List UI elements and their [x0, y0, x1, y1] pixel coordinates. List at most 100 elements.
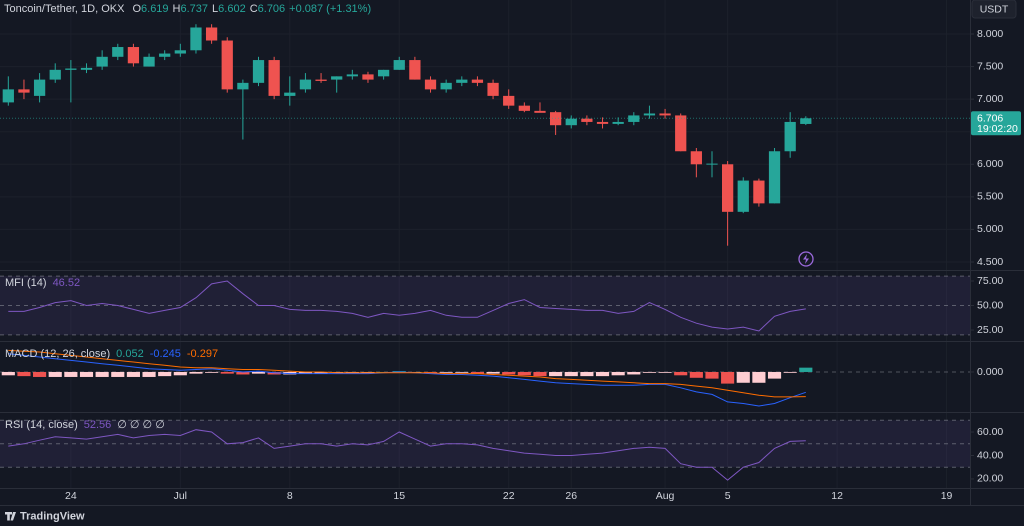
change: +0.087 (+1.31%) — [289, 3, 371, 15]
legend: Toncoin/Tether, 1D, OKX O6.619 H6.737 L6.60… — [4, 3, 371, 15]
ohlc-label: C — [250, 3, 258, 15]
ohlc-label: H — [173, 3, 181, 15]
indicator-legend: MFI (14) 46.52 — [5, 277, 80, 289]
histogram-bar — [408, 371, 422, 373]
histogram-bar — [721, 371, 735, 384]
candle-body — [221, 40, 233, 90]
candle-body — [721, 164, 734, 212]
candle-body — [471, 79, 484, 83]
histogram-bar — [689, 371, 703, 378]
candle-body — [487, 82, 499, 96]
y-tick-label: 60.00 — [977, 426, 1003, 438]
histogram-bar — [48, 371, 62, 377]
histogram-bar — [533, 371, 547, 377]
candle-body — [18, 89, 30, 93]
brand[interactable]: TradingView — [20, 510, 85, 522]
histogram-bar — [173, 371, 187, 376]
candle-body — [409, 60, 421, 80]
histogram-bar — [79, 371, 94, 377]
histogram-bar — [486, 371, 500, 374]
histogram-bar — [377, 371, 391, 373]
histogram-bar — [314, 371, 328, 374]
candle-body — [65, 68, 77, 70]
histogram-bar — [580, 371, 594, 377]
y-tick-label: 0.000 — [977, 366, 1003, 378]
candle-body — [581, 118, 593, 122]
histogram-bar — [549, 371, 563, 377]
labels: USDT TradingView 24 Jul 8 15 22 26 Aug 5 12 19 8.0… — [4, 0, 1021, 522]
indicator-title: MFI (14) — [5, 277, 47, 289]
candle-body — [534, 110, 546, 113]
x-tick-label: 22 — [503, 490, 515, 502]
candle-body — [237, 82, 249, 90]
histogram-bar — [439, 371, 453, 373]
indicator-value: 52.56 — [84, 419, 112, 431]
y-tick-label: 6.000 — [977, 158, 1003, 170]
candle-body — [299, 79, 312, 90]
candle-body — [252, 60, 265, 83]
candle-body — [190, 27, 202, 51]
histogram-bar — [142, 371, 156, 377]
candle-body — [596, 121, 609, 124]
histogram-bar — [658, 371, 672, 373]
histogram-bar — [736, 371, 750, 383]
histogram-bar — [455, 371, 469, 373]
y-tick-label: 4.500 — [977, 256, 1003, 268]
alert-circle[interactable] — [798, 251, 814, 267]
indicator-title: RSI (14, close) — [5, 419, 78, 431]
candle-body — [315, 79, 327, 81]
x-tick-label: 5 — [725, 490, 731, 502]
histogram-bar — [33, 371, 47, 377]
y-tick-label: 5.500 — [977, 191, 1003, 203]
ohlc-value: 6.619 — [141, 3, 169, 15]
candle-body — [174, 50, 186, 54]
histogram-bar — [564, 371, 578, 377]
histogram-bar — [752, 371, 766, 383]
candle-body — [2, 89, 14, 103]
candle-body — [737, 180, 749, 212]
candle-body — [143, 56, 155, 67]
y-tick-label: 75.00 — [977, 275, 1003, 287]
histogram-bar — [189, 371, 203, 374]
candle-body — [205, 27, 218, 41]
ohlc-label: O — [132, 3, 141, 15]
candle-body — [518, 105, 530, 111]
candle-body — [377, 69, 390, 77]
logo[interactable]: TradingView — [5, 510, 85, 522]
candle-body — [690, 151, 702, 165]
price-tag-value: 6.706 — [977, 113, 1003, 125]
candle-body — [706, 163, 718, 165]
histogram-bar — [205, 371, 219, 373]
histogram-bar — [64, 371, 78, 377]
candle-body — [284, 92, 296, 96]
histogram-bar — [799, 367, 813, 372]
alert-icon[interactable] — [798, 251, 814, 267]
x-tick-label: 24 — [65, 490, 77, 502]
signal-line — [8, 349, 806, 398]
candle-body — [331, 76, 343, 80]
y-tick-label: 50.00 — [977, 299, 1003, 311]
y-tick-label: 7.000 — [977, 93, 1003, 105]
histogram-bar — [627, 371, 641, 375]
candle-body — [659, 113, 671, 116]
y-tick-label: 40.00 — [977, 449, 1003, 461]
histogram-bar — [674, 371, 688, 376]
logo-mark[interactable] — [5, 512, 16, 521]
histogram-bar — [767, 371, 782, 379]
histogram-bar — [95, 371, 109, 377]
y-tick-label: 8.000 — [977, 28, 1003, 40]
currency-box[interactable] — [971, 0, 1017, 19]
ohlc-label: L — [212, 3, 218, 15]
histogram-bar — [517, 371, 531, 376]
histogram-bar — [611, 371, 625, 376]
histogram-bar — [126, 371, 140, 377]
histogram-bar — [502, 371, 516, 375]
indicator-extra: ∅ ∅ ∅ ∅ — [117, 419, 165, 431]
x-tick-label: 8 — [287, 490, 293, 502]
currency[interactable]: USDT — [980, 3, 1009, 15]
histogram-bar — [158, 371, 172, 377]
candle-body — [393, 60, 405, 70]
alert-bolt[interactable] — [803, 254, 809, 264]
candle-body — [33, 79, 46, 96]
